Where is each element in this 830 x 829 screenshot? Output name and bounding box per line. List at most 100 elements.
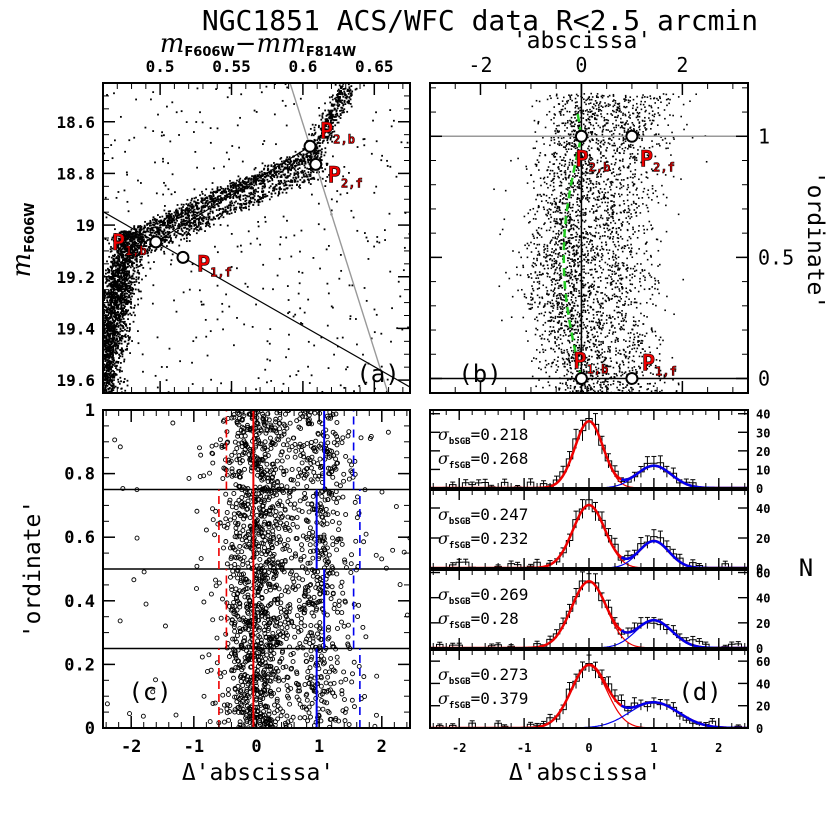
cmd-star: [119, 369, 121, 372]
cmd-star: [206, 221, 209, 224]
cmd-star: [165, 239, 168, 242]
field-star: [182, 220, 185, 223]
cmd-star: [113, 376, 116, 379]
cmd-star: [117, 313, 120, 316]
field-star: [396, 327, 399, 330]
rectified-star: [625, 290, 628, 293]
cmd-star: [333, 130, 336, 133]
field-star: [266, 358, 269, 361]
rectified-star: [654, 389, 656, 392]
cmd-star: [191, 221, 193, 224]
cmd-star: [107, 343, 110, 346]
rectified-star: [574, 188, 577, 191]
rectified-star: [667, 98, 670, 100]
cmd-star: [137, 253, 140, 255]
cmd-star: [162, 221, 165, 224]
field-star: [308, 382, 311, 384]
cmd-star: [331, 128, 334, 130]
cmd-star: [111, 310, 114, 313]
cmd-star: [111, 317, 114, 320]
cmd-star: [121, 298, 124, 301]
rectified-star: [554, 151, 557, 154]
cmd-star: [281, 165, 284, 168]
cmd-star: [126, 290, 129, 292]
cmd-star: [130, 228, 133, 231]
cmd-star: [244, 197, 247, 200]
cmd-star: [213, 201, 215, 204]
rectified-star: [535, 218, 537, 220]
cmd-star: [318, 171, 320, 174]
cmd-star: [321, 116, 324, 119]
cmd-star: [104, 376, 107, 379]
cmd-star: [131, 255, 134, 258]
rectified-star: [597, 380, 599, 383]
cmd-star: [302, 153, 305, 156]
field-star: [307, 298, 310, 301]
cmd-star: [176, 211, 179, 214]
cmd-star: [135, 252, 137, 254]
cmd-star: [308, 133, 310, 136]
cmd-star: [153, 221, 156, 224]
rectified-star: [660, 101, 662, 104]
rectified-star: [585, 356, 588, 359]
rectified-star: [560, 164, 563, 167]
field-star: [397, 280, 400, 283]
cmd-star: [333, 108, 336, 111]
rectified-star: [559, 269, 562, 272]
cmd-star: [129, 336, 131, 339]
cmd-star: [118, 316, 120, 319]
field-star: [403, 246, 406, 249]
cmd-star: [153, 218, 156, 220]
rectified-star: [579, 109, 581, 112]
cmd-star: [114, 374, 117, 376]
rectified-star: [597, 124, 600, 127]
cmd-star: [107, 381, 110, 384]
cmd-star: [108, 347, 111, 350]
cmd-star: [106, 285, 109, 288]
cmd-star: [119, 333, 121, 336]
cmd-star: [157, 233, 160, 235]
cmd-star: [195, 196, 197, 199]
cmd-star: [138, 234, 141, 237]
cmd-star: [147, 227, 150, 229]
cmd-star: [276, 176, 279, 179]
field-star: [307, 365, 309, 368]
field-star: [389, 165, 392, 168]
cmd-star: [125, 277, 128, 280]
field-star: [222, 328, 224, 331]
field-star: [125, 274, 128, 277]
rectified-star: [543, 143, 545, 145]
cmd-star: [330, 109, 332, 112]
cmd-star: [174, 209, 177, 212]
cmd-star: [185, 240, 188, 243]
rectified-star: [639, 103, 642, 106]
rectified-star: [552, 251, 555, 254]
cmd-star: [129, 312, 132, 315]
rectified-star: [530, 251, 533, 253]
cmd-star: [111, 321, 114, 324]
cmd-star: [328, 113, 331, 116]
cmd-star: [148, 234, 151, 236]
cmd-star: [129, 280, 132, 283]
rectified-star: [630, 155, 632, 158]
cmd-star: [187, 233, 189, 235]
cmd-star: [155, 248, 158, 250]
cmd-star: [107, 361, 110, 364]
cmd-star: [222, 190, 225, 193]
cmd-star: [116, 270, 119, 273]
cmd-star: [119, 338, 122, 340]
cmd-star: [113, 274, 116, 277]
cmd-star: [116, 242, 118, 245]
cmd-star: [291, 163, 294, 166]
cmd-star: [197, 199, 199, 201]
cmd-star: [129, 238, 132, 240]
cmd-star: [148, 222, 151, 225]
cmd-star: [139, 235, 142, 238]
field-star: [141, 353, 144, 356]
rectified-star: [535, 357, 538, 360]
cmd-star: [256, 179, 259, 181]
cmd-star: [347, 92, 350, 95]
cmd-star: [297, 172, 300, 175]
cmd-star: [144, 226, 147, 229]
field-star: [383, 229, 386, 232]
